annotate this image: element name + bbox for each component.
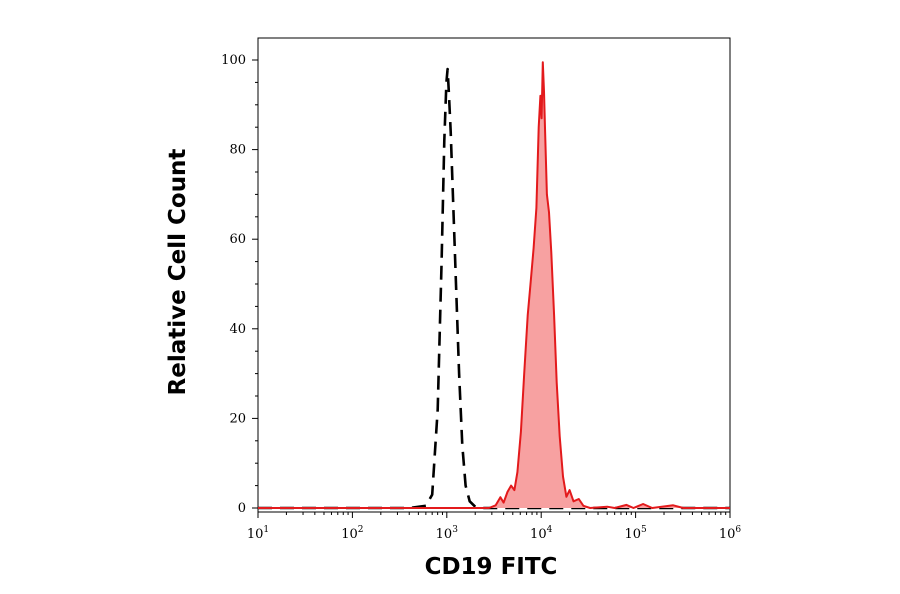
x-tick-label: 103: [436, 525, 459, 542]
series-0-line: [258, 67, 730, 510]
y-tick-label: 0: [238, 501, 246, 516]
y-tick-label: 80: [229, 143, 246, 158]
y-axis-ticks: 0 20 40 60 80 100: [221, 53, 258, 516]
x-tick-label: 104: [530, 525, 553, 542]
x-axis-ticks: 101 102 103 104 105 106: [247, 512, 742, 542]
y-tick-label: 20: [229, 411, 246, 426]
x-tick-label: 106: [719, 525, 742, 542]
series-layer: [258, 61, 730, 510]
y-tick-label: 60: [229, 232, 246, 247]
x-axis-title: CD19 FITC: [425, 554, 558, 580]
x-tick-label: 105: [624, 525, 647, 542]
x-tick-label: 101: [247, 525, 269, 542]
series-1-fill: [258, 62, 730, 508]
y-tick-label: 100: [221, 53, 246, 68]
plot-frame: [257, 37, 731, 513]
y-axis-title: Relative Cell Count: [165, 149, 191, 396]
y-tick-label: 40: [229, 322, 246, 337]
x-tick-label: 102: [341, 525, 363, 542]
series-1-line: [258, 61, 730, 509]
